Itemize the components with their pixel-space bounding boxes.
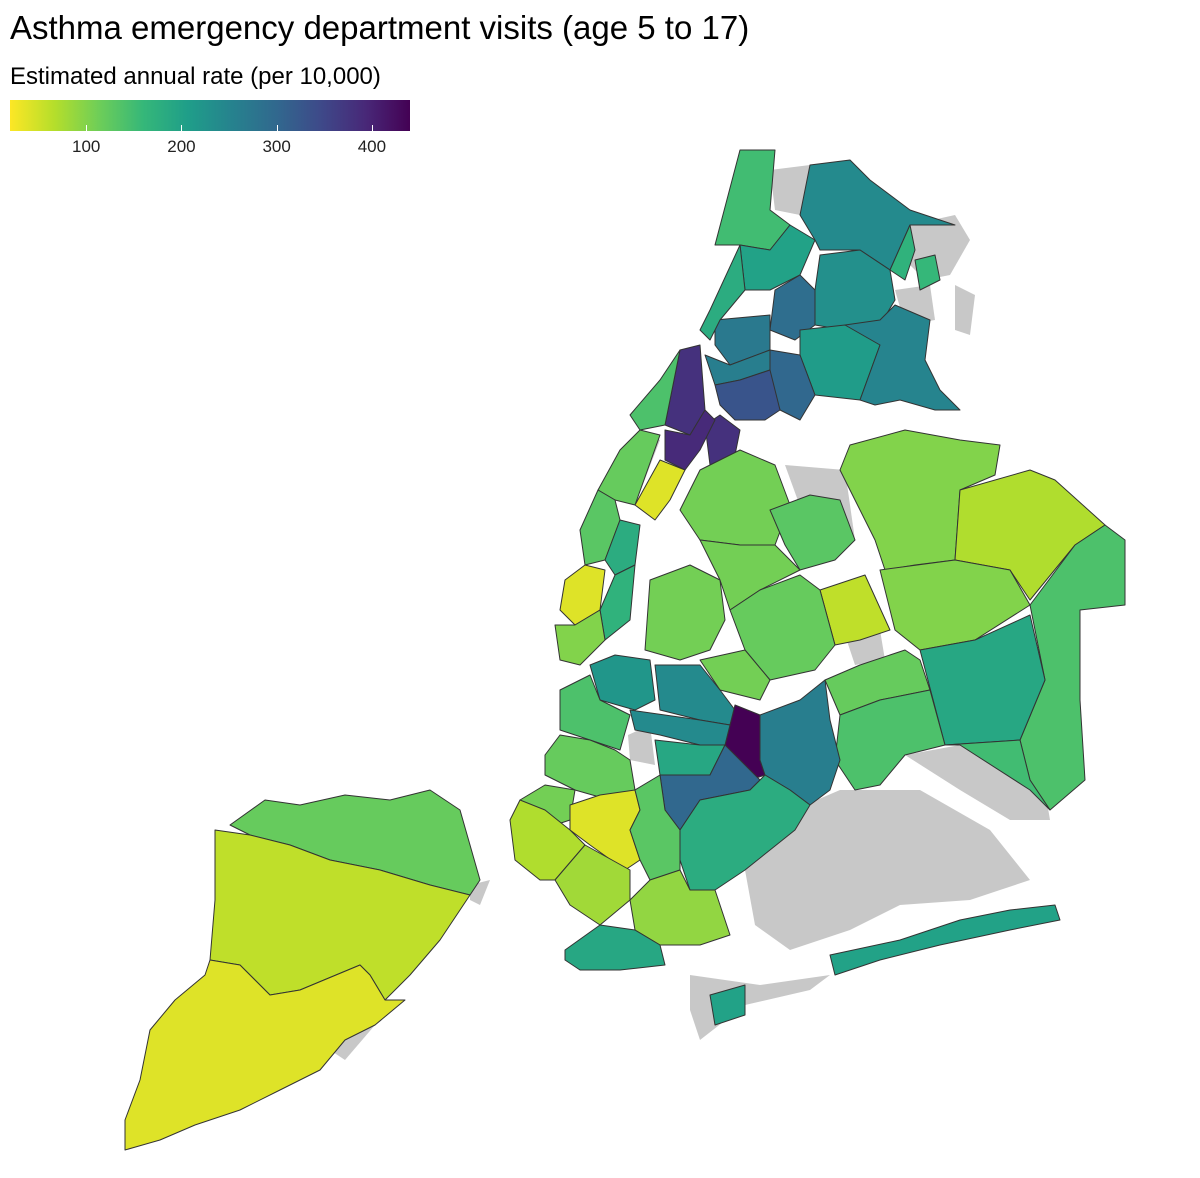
no-data-land (905, 745, 1050, 820)
region-hunts-point (704, 414, 741, 466)
region-east-harlem (664, 409, 716, 471)
region-throgs-neck (914, 254, 941, 291)
region-east-new-york (759, 679, 841, 806)
legend-tick-mark (371, 125, 373, 131)
region-jackson-heights (769, 494, 856, 571)
map-title: Asthma emergency department visits (age … (10, 9, 750, 46)
region-rosedale (944, 739, 1051, 811)
region-long-island-city (644, 564, 726, 661)
no-data-land (955, 285, 975, 335)
region-ridgewood (699, 649, 771, 701)
region-south-shore (124, 959, 406, 1151)
no-data-land (770, 165, 810, 215)
no-data-land (745, 790, 1030, 950)
no-data-land (628, 725, 655, 765)
region-upper-east-side (634, 459, 686, 521)
region-astoria (679, 449, 791, 546)
legend-tick-label: 300 (262, 137, 291, 156)
legend-tick-label: 200 (167, 137, 196, 156)
no-data-land (690, 975, 830, 1040)
region-mott-haven (714, 369, 781, 421)
region-morningside-heights (629, 349, 681, 431)
legend-tick-mark (276, 125, 278, 131)
legend-tick-label: 100 (72, 137, 101, 156)
region-lower-manhattan (554, 609, 606, 666)
region-gramercy (604, 519, 641, 576)
region-elmhurst (699, 539, 801, 611)
region-south-ozone-park (834, 689, 946, 791)
region-rockaway (709, 904, 1061, 1026)
region-downtown-brooklyn (559, 674, 631, 751)
region-coney-island (564, 924, 666, 971)
region-kingsbridge (739, 224, 816, 291)
legend-tick-mark (181, 125, 183, 131)
region-washington-heights (699, 244, 746, 341)
legend-tick-label: 400 (357, 137, 387, 156)
region-co-op-city (889, 224, 916, 281)
region-lower-east-side (599, 564, 636, 641)
region-kew-gardens (879, 559, 1031, 651)
legend-tick-mark (86, 125, 88, 131)
legend-title: Estimated annual rate (per 10,000) (10, 63, 381, 90)
region-parkchester (844, 304, 961, 411)
legend-color-bar (10, 100, 410, 131)
